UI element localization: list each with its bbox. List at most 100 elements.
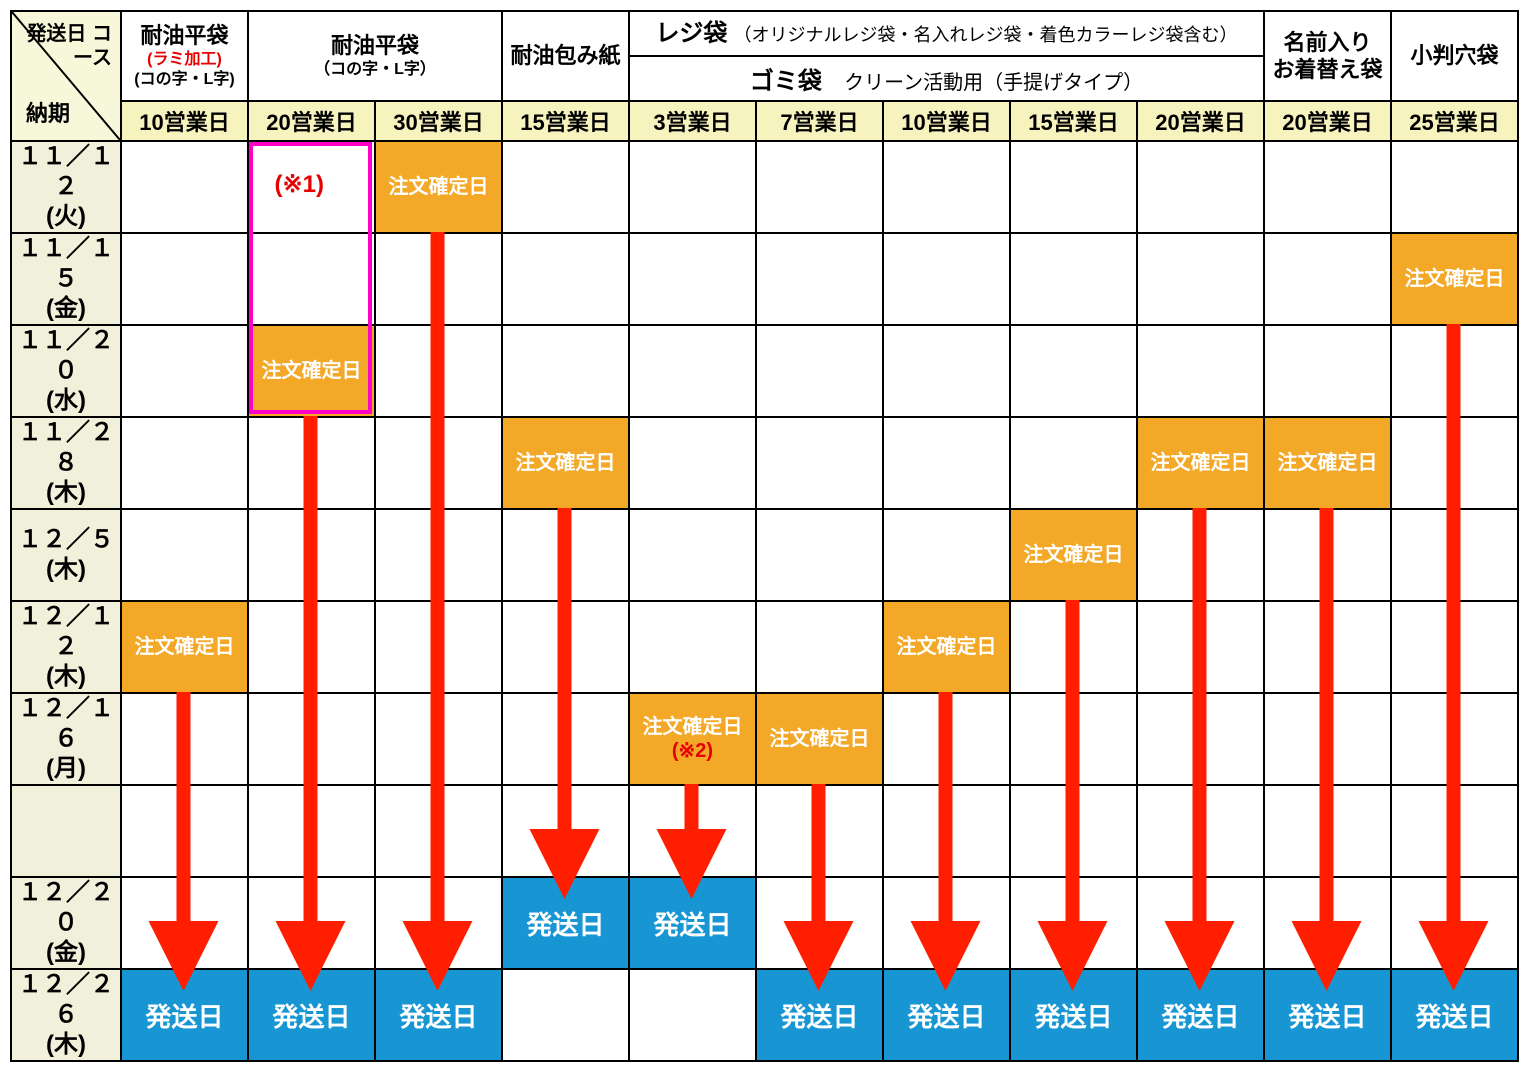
- grid-cell: [756, 325, 883, 417]
- date-cell: １１／２０ (水): [11, 325, 121, 417]
- order-badge: 注文確定日: [503, 418, 628, 508]
- ship-badge: 発送日: [884, 970, 1009, 1060]
- order-badge: 注文確定日: [1265, 418, 1390, 508]
- grid-cell: [883, 141, 1010, 233]
- ship-badge: 発送日: [122, 970, 247, 1060]
- ship-badge: 発送日: [757, 970, 882, 1060]
- days-header: 3営業日: [629, 101, 756, 141]
- grid-cell: [1264, 601, 1391, 693]
- corner-top-label: 発送日 コース: [12, 22, 112, 70]
- grid-cell: [121, 417, 248, 509]
- ship-badge: 発送日: [630, 878, 755, 968]
- grid-cell: [883, 785, 1010, 877]
- grid-cell: 発送日: [1264, 969, 1391, 1061]
- grid-cell: [1264, 141, 1391, 233]
- date-cell: １２／５ (木): [11, 509, 121, 601]
- grid-cell: [756, 785, 883, 877]
- grid-cell: [1010, 417, 1137, 509]
- grid-cell: 注文確定日: [121, 601, 248, 693]
- grid-cell: [502, 969, 629, 1061]
- order-badge: 注文確定日: [1392, 234, 1517, 324]
- grid-cell: [1391, 877, 1518, 969]
- grid-cell: [629, 325, 756, 417]
- grid-cell: [375, 693, 502, 785]
- grid-cell: [502, 601, 629, 693]
- header-gomi: ゴミ袋 クリーン活動用（手提げタイプ）: [629, 56, 1264, 101]
- grid-cell: [1137, 233, 1264, 325]
- grid-cell: 注文確定日: [756, 693, 883, 785]
- grid-cell: [1391, 601, 1518, 693]
- grid-cell: [883, 233, 1010, 325]
- header-reji: レジ袋 （オリジナルレジ袋・名入れレジ袋・着色カラーレジ袋含む）: [629, 11, 1264, 56]
- grid-cell: [1264, 325, 1391, 417]
- grid-cell: [629, 509, 756, 601]
- header-taiyu-lami: 耐油平袋 (ラミ加工) (コの字・L字): [121, 11, 248, 101]
- grid-cell: 発送日: [883, 969, 1010, 1061]
- grid-cell: [629, 969, 756, 1061]
- grid-cell: [1010, 601, 1137, 693]
- grid-cell: [1137, 785, 1264, 877]
- ship-badge: 発送日: [249, 970, 374, 1060]
- days-header: 20営業日: [248, 101, 375, 141]
- grid-cell: [1137, 693, 1264, 785]
- grid-cell: 注文確定日: [375, 141, 502, 233]
- grid-cell: [248, 785, 375, 877]
- grid-cell: [1137, 509, 1264, 601]
- grid-cell: [1264, 693, 1391, 785]
- grid-cell: [1264, 233, 1391, 325]
- grid-cell: [629, 233, 756, 325]
- grid-cell: 発送日: [375, 969, 502, 1061]
- grid-cell: [1391, 509, 1518, 601]
- days-header: 20営業日: [1137, 101, 1264, 141]
- order-badge: 注文確定日: [1138, 418, 1263, 508]
- date-cell: １１／１２ (火): [11, 141, 121, 233]
- grid-cell: [1137, 325, 1264, 417]
- grid-cell: [248, 233, 375, 325]
- grid-cell: [629, 417, 756, 509]
- grid-cell: [375, 877, 502, 969]
- order-badge: 注文確定日: [122, 602, 247, 692]
- grid-cell: 注文確定日: [248, 325, 375, 417]
- grid-cell: [883, 877, 1010, 969]
- grid-cell: [1264, 785, 1391, 877]
- grid-cell: [1137, 601, 1264, 693]
- corner-cell: 発送日 コース 納期: [11, 11, 121, 141]
- grid-cell: [121, 233, 248, 325]
- grid-cell: [629, 601, 756, 693]
- grid-cell: [883, 509, 1010, 601]
- grid-cell: [756, 877, 883, 969]
- grid-cell: [1010, 325, 1137, 417]
- order-badge: 注文確定日: [376, 142, 501, 232]
- order-badge: 注文確定日(※2): [630, 694, 755, 784]
- date-cell: １２／１６ (月): [11, 693, 121, 785]
- grid-cell: [883, 693, 1010, 785]
- grid-cell: [121, 785, 248, 877]
- days-header: 10営業日: [883, 101, 1010, 141]
- grid-cell: 発送日: [629, 877, 756, 969]
- date-cell: １２／１２ (木): [11, 601, 121, 693]
- grid-cell: [248, 417, 375, 509]
- grid-cell: [756, 417, 883, 509]
- grid-cell: [756, 233, 883, 325]
- grid-cell: 注文確定日(※2): [629, 693, 756, 785]
- grid-cell: [502, 325, 629, 417]
- grid-cell: 注文確定日: [1137, 417, 1264, 509]
- grid-cell: 注文確定日: [1391, 233, 1518, 325]
- grid-cell: [1264, 509, 1391, 601]
- grid-cell: [756, 509, 883, 601]
- grid-cell: [1010, 141, 1137, 233]
- header-tsutsumi: 耐油包み紙: [502, 11, 629, 101]
- date-cell: １１／２８ (木): [11, 417, 121, 509]
- grid-cell: [883, 325, 1010, 417]
- grid-cell: [1391, 325, 1518, 417]
- order-badge: 注文確定日: [1011, 510, 1136, 600]
- days-header: 7営業日: [756, 101, 883, 141]
- grid-cell: 注文確定日: [883, 601, 1010, 693]
- grid-cell: 発送日: [248, 969, 375, 1061]
- grid-cell: [883, 417, 1010, 509]
- grid-cell: [375, 325, 502, 417]
- grid-cell: [248, 509, 375, 601]
- grid-cell: [1264, 877, 1391, 969]
- grid-cell: 発送日: [121, 969, 248, 1061]
- note-1: (※1): [275, 170, 324, 199]
